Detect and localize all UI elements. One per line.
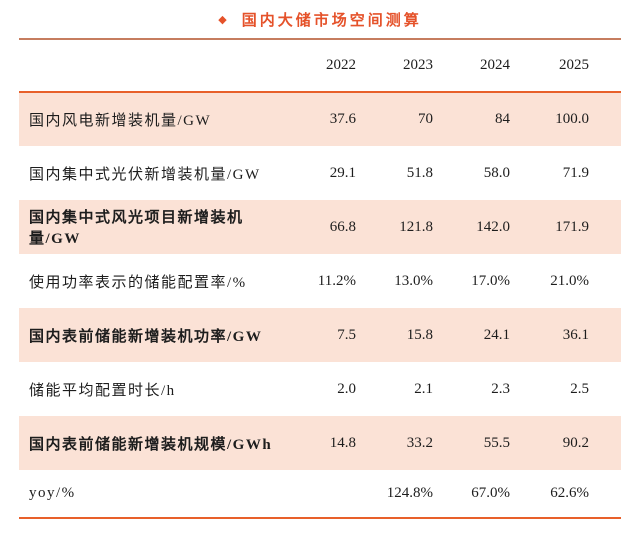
header-cell-year-2024: 2024 — [480, 57, 510, 73]
cell-value: 37.6 — [329, 111, 356, 127]
cell-value: 84 — [495, 111, 510, 127]
header-cell-year-2025: 2025 — [559, 57, 589, 73]
market-estimation-table: 2022 2023 2024 2025 国内风电新增装机量/GW 37.6 70… — [19, 40, 621, 519]
row-label: 国内集中式风光项目新增装机量/GW — [29, 210, 244, 247]
cell-value: 66.8 — [329, 218, 356, 235]
cell-value: 124.8% — [386, 485, 433, 501]
figure-container: ◆ 国内大储市场空间测算 2022 2023 2024 2025 国内风电新增装… — [19, 0, 621, 519]
row-label: 储能平均配置时长/h — [29, 382, 176, 399]
cell-value: 71.9 — [562, 164, 589, 181]
cell-value: 100.0 — [555, 111, 589, 127]
row-label: 国内表前储能新增装机功率/GW — [29, 328, 263, 345]
figure-title: ◆ 国内大储市场空间测算 — [19, 0, 621, 40]
cell-value: 62.6% — [550, 485, 589, 501]
table-row: 国内风电新增装机量/GW 37.6 70 84 100.0 — [19, 92, 621, 146]
cell-value: 70 — [418, 111, 433, 127]
row-label: 国内表前储能新增装机规模/GWh — [29, 436, 273, 453]
cell-value: 11.2% — [317, 272, 356, 289]
table-row: 国内表前储能新增装机规模/GWh 14.8 33.2 55.5 90.2 — [19, 416, 621, 470]
row-label: 使用功率表示的储能配置率/% — [29, 274, 247, 291]
cell-value: 2.0 — [337, 380, 356, 397]
table-row: 国内集中式光伏新增装机量/GW 29.1 51.8 58.0 71.9 — [19, 146, 621, 200]
table-row: 国内集中式风光项目新增装机量/GW 66.8 121.8 142.0 171.9 — [19, 200, 621, 254]
cell-value: 67.0% — [471, 485, 510, 501]
cell-value: 2.3 — [491, 380, 510, 397]
cell-value: 58.0 — [483, 164, 510, 181]
diamond-bullet-icon: ◆ — [218, 14, 227, 26]
cell-value: 24.1 — [483, 326, 510, 343]
cell-value: 17.0% — [471, 272, 510, 289]
cell-value: 15.8 — [406, 326, 433, 343]
cell-value: 171.9 — [555, 218, 589, 235]
row-label: 国内风电新增装机量/GW — [29, 113, 212, 129]
cell-value: 33.2 — [406, 434, 433, 451]
cell-value: 2.5 — [570, 380, 589, 397]
cell-value: 13.0% — [394, 272, 433, 289]
cell-value: 121.8 — [399, 218, 433, 235]
cell-value: 36.1 — [562, 326, 589, 343]
header-cell-year-2022: 2022 — [326, 57, 356, 73]
cell-value: 55.5 — [483, 434, 510, 451]
cell-value: 142.0 — [476, 218, 510, 235]
table-row: 国内表前储能新增装机功率/GW 7.5 15.8 24.1 36.1 — [19, 308, 621, 362]
cell-value: 29.1 — [329, 164, 356, 181]
cell-value — [282, 470, 359, 518]
row-label: yoy/% — [29, 485, 76, 501]
header-cell-year-2023: 2023 — [403, 57, 433, 73]
cell-value: 7.5 — [337, 326, 356, 343]
row-label: 国内集中式光伏新增装机量/GW — [29, 166, 261, 183]
table-row: 储能平均配置时长/h 2.0 2.1 2.3 2.5 — [19, 362, 621, 416]
header-row: 2022 2023 2024 2025 — [19, 40, 621, 92]
table-body: 国内风电新增装机量/GW 37.6 70 84 100.0 国内集中式光伏新增装… — [19, 92, 621, 518]
figure-title-text: 国内大储市场空间测算 — [241, 13, 422, 29]
cell-value: 14.8 — [329, 434, 356, 451]
table-row: 使用功率表示的储能配置率/% 11.2% 13.0% 17.0% 21.0% — [19, 254, 621, 308]
cell-value: 2.1 — [414, 380, 433, 397]
table-header: 2022 2023 2024 2025 — [19, 40, 621, 92]
header-cell-empty — [19, 40, 282, 92]
cell-value: 51.8 — [406, 164, 433, 181]
table-row-yoy: yoy/% 124.8% 67.0% 62.6% — [19, 470, 621, 518]
cell-value: 21.0% — [550, 272, 589, 289]
cell-value: 90.2 — [562, 434, 589, 451]
